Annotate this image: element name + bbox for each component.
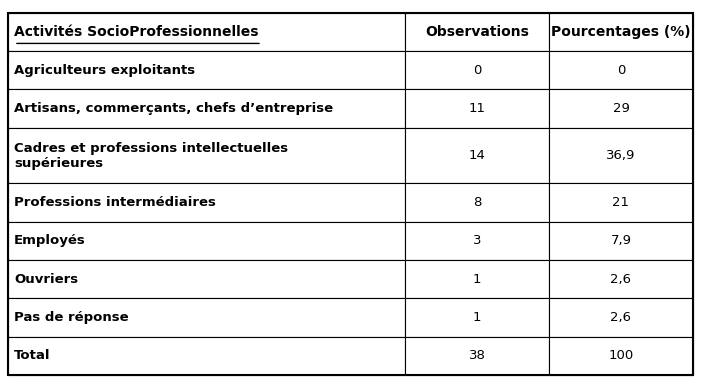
Text: 14: 14 [469,149,486,162]
Bar [9,337,406,375]
Bar [549,51,693,89]
Bar [406,128,549,184]
Text: Agriculteurs exploitants: Agriculteurs exploitants [14,64,195,77]
Text: Artisans, commerçants, chefs d’entreprise: Artisans, commerçants, chefs d’entrepris… [14,102,333,115]
Bar [406,222,549,260]
Text: 21: 21 [613,196,630,209]
Text: 38: 38 [469,349,486,362]
Bar [9,13,406,51]
Bar [406,260,549,298]
Bar [406,337,549,375]
Text: 3: 3 [473,234,481,247]
Text: Pourcentages (%): Pourcentages (%) [551,25,691,39]
Bar [549,298,693,337]
Text: 7,9: 7,9 [610,234,632,247]
Text: 2,6: 2,6 [610,311,632,324]
Bar [549,128,693,184]
Bar [549,260,693,298]
Bar [9,260,406,298]
Bar [549,89,693,128]
Bar [9,89,406,128]
Text: 29: 29 [613,102,630,115]
Text: 36,9: 36,9 [606,149,636,162]
Bar [9,51,406,89]
Bar [406,184,549,222]
Bar [549,184,693,222]
Bar [406,298,549,337]
Bar [406,89,549,128]
Text: 11: 11 [469,102,486,115]
Text: Observations: Observations [425,25,529,39]
Text: Professions intermédiaires: Professions intermédiaires [14,196,216,209]
Text: 8: 8 [473,196,481,209]
Bar [549,222,693,260]
Text: Ouvriers: Ouvriers [14,273,78,286]
Text: Cadres et professions intellectuelles
supérieures: Cadres et professions intellectuelles su… [14,142,288,170]
Bar [406,13,549,51]
Bar [9,222,406,260]
Text: Pas de réponse: Pas de réponse [14,311,128,324]
Text: 1: 1 [473,273,481,286]
Text: 1: 1 [473,311,481,324]
Bar [406,51,549,89]
Text: 2,6: 2,6 [610,273,632,286]
Text: Employés: Employés [14,234,86,247]
Text: 0: 0 [617,64,625,77]
Bar [549,13,693,51]
Bar [9,128,406,184]
Text: 0: 0 [473,64,481,77]
Bar [9,184,406,222]
Bar [549,337,693,375]
Text: Total: Total [14,349,50,362]
Text: 100: 100 [608,349,634,362]
Text: Activités SocioProfessionnelles: Activités SocioProfessionnelles [14,25,259,39]
Bar [9,298,406,337]
